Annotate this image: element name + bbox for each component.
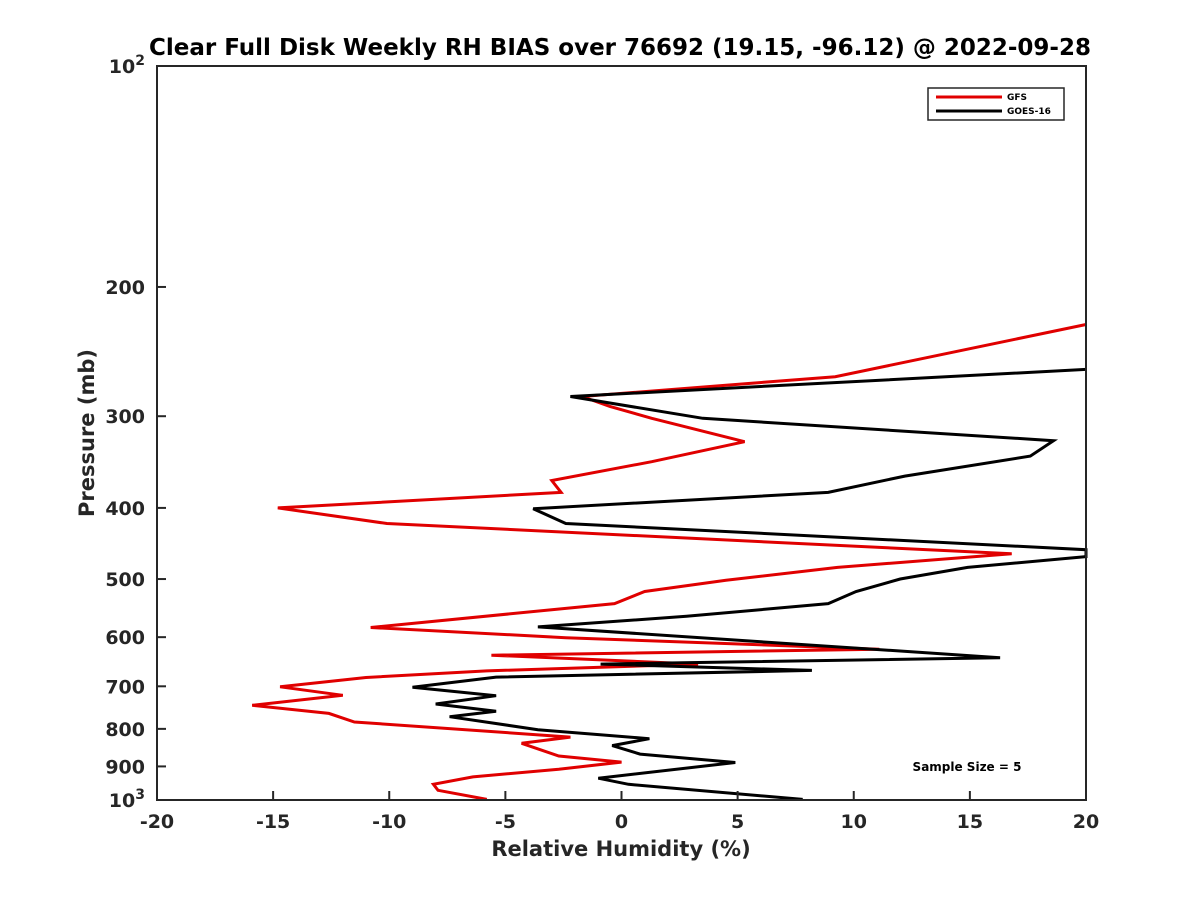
y-tick-label: 200 <box>105 277 145 299</box>
y-tick-label: 300 <box>105 406 145 428</box>
y-tick-label: 900 <box>105 756 145 778</box>
x-tick-label: 10 <box>841 811 867 833</box>
y-tick-label-power: 102 <box>109 53 145 78</box>
x-tick-label: -20 <box>140 811 174 833</box>
y-tick-label-power: 103 <box>109 787 145 812</box>
legend-box <box>927 87 1065 121</box>
legend-label-gfs: GFS <box>1007 93 1027 103</box>
x-axis-label: Relative Humidity (%) <box>491 837 750 861</box>
x-tick-label: -10 <box>372 811 406 833</box>
y-tick-label: 700 <box>105 676 145 698</box>
y-axis-ticks: 200 300 400 500 600 700 800 900 102 103 <box>105 53 166 812</box>
series-layer <box>252 323 1088 801</box>
legend: GFS GOES-16 <box>927 87 1065 121</box>
legend-label-goes16: GOES-16 <box>1007 107 1051 117</box>
x-tick-label: 15 <box>957 811 983 833</box>
y-axis-label: Pressure (mb) <box>75 349 99 517</box>
y-tick-label: 400 <box>105 498 145 520</box>
series-line-gfs <box>252 323 1087 801</box>
y-tick-label: 600 <box>105 627 145 649</box>
x-tick-label: 0 <box>615 811 628 833</box>
x-axis-ticks: -20 -15 -10 -5 0 5 10 15 20 <box>140 791 1099 833</box>
x-tick-label: -5 <box>495 811 516 833</box>
sample-size-annotation: Sample Size = 5 <box>913 760 1022 774</box>
x-tick-label: 5 <box>731 811 744 833</box>
chart-title: Clear Full Disk Weekly RH BIAS over 7669… <box>149 35 1091 61</box>
y-tick-label: 500 <box>105 569 145 591</box>
series-line-goes16 <box>412 367 1088 801</box>
x-tick-label: 20 <box>1073 811 1099 833</box>
y-tick-label: 800 <box>105 719 145 741</box>
x-tick-label: -15 <box>256 811 290 833</box>
